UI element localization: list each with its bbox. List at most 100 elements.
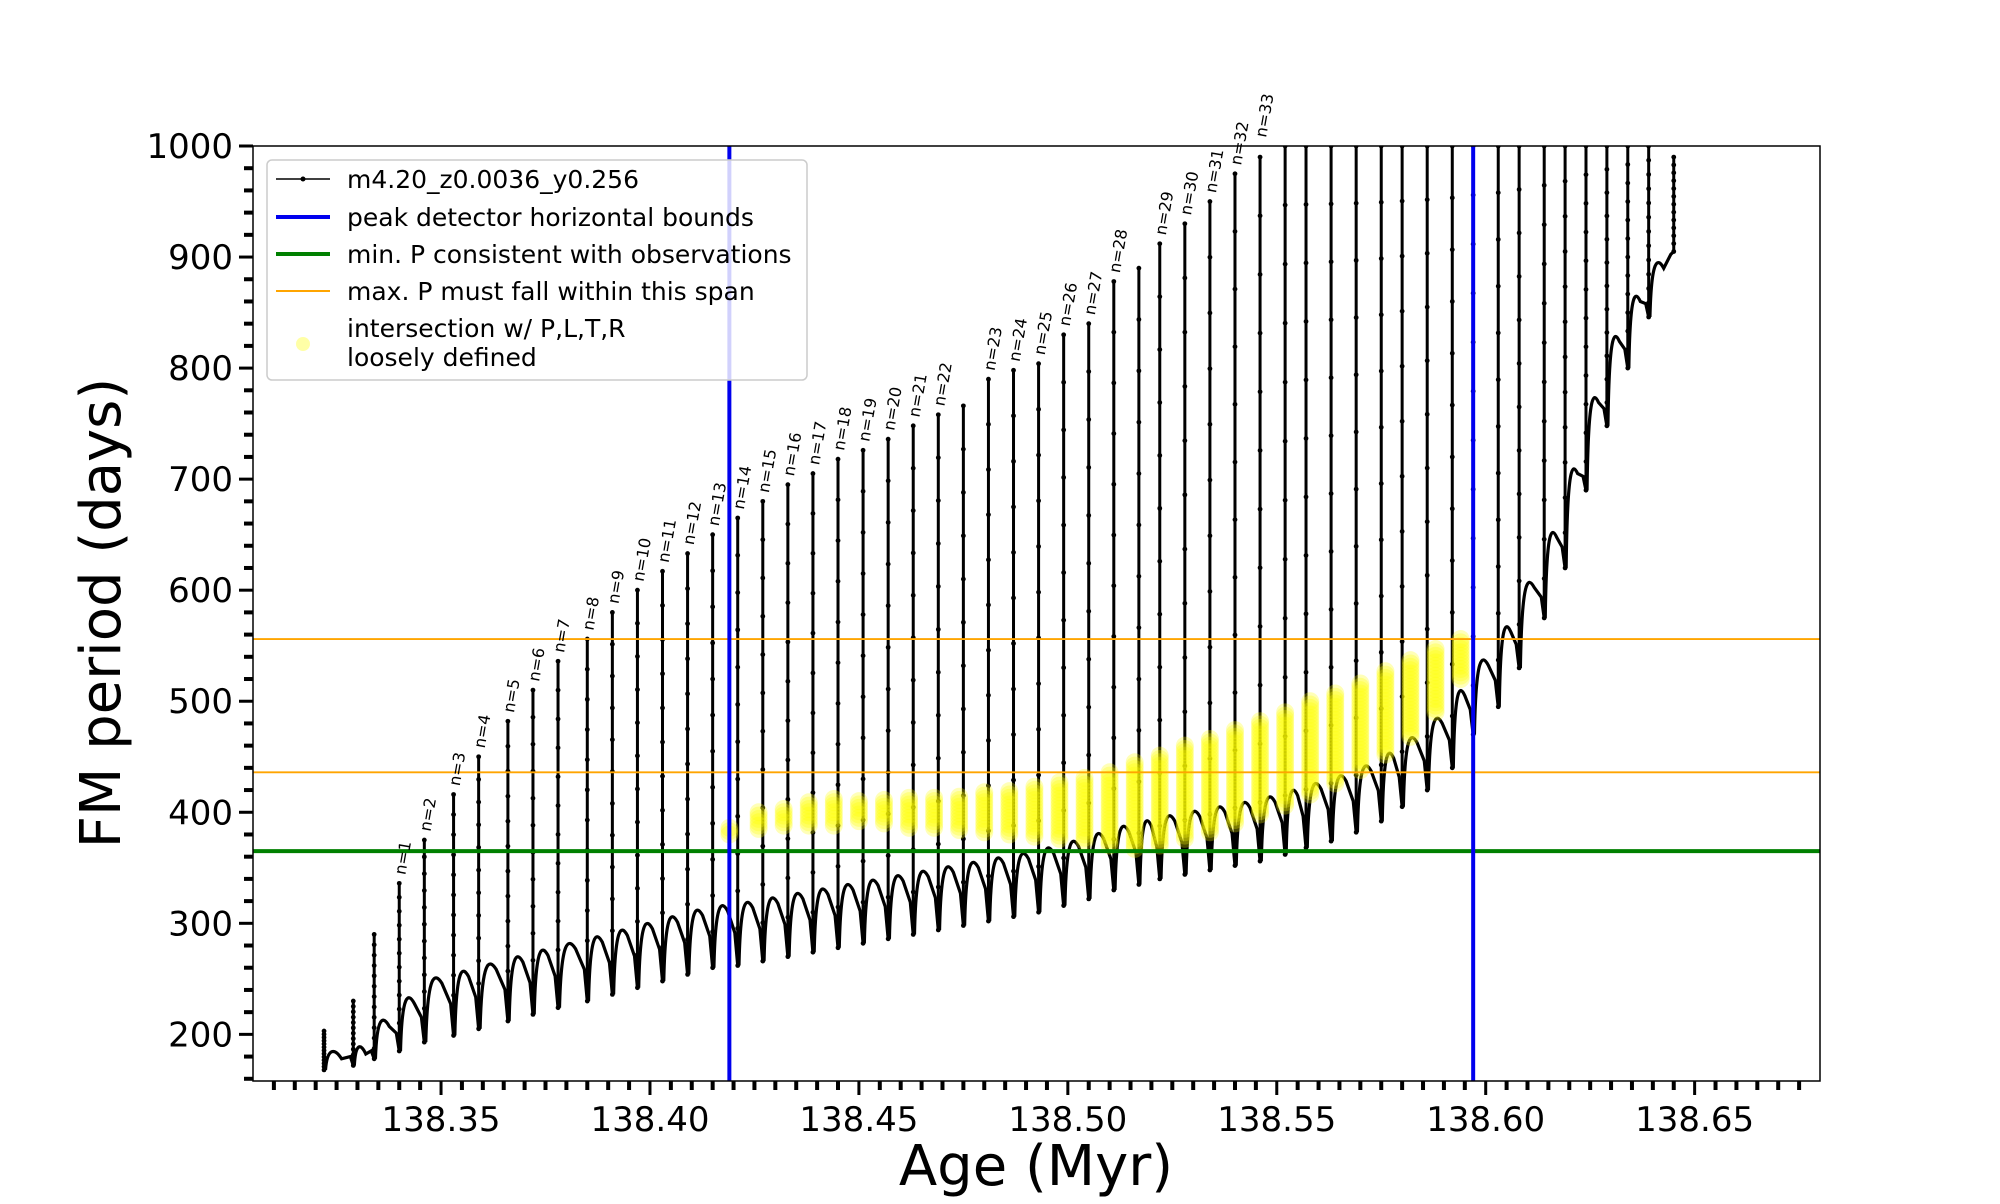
intersection-point (1025, 797, 1044, 816)
pulse-point (1011, 504, 1016, 510)
pulse-point (1207, 700, 1213, 706)
intersection-point (1000, 798, 1019, 817)
intersection-point (1376, 682, 1395, 701)
pulse-point (1086, 704, 1092, 710)
pulse-series-group (321, 146, 1677, 1073)
intersection-point (1376, 725, 1395, 744)
pulse-point (1086, 417, 1092, 422)
pulse-point (935, 669, 941, 675)
intersection-point (1200, 746, 1219, 765)
intersection-point (1276, 753, 1295, 772)
intersection-point (1125, 766, 1144, 785)
pulse-curve (557, 941, 589, 1008)
intersection-point (975, 813, 994, 832)
intersection-point (1401, 651, 1420, 670)
pulse-point (451, 812, 456, 817)
intersection-point (1000, 822, 1019, 841)
pulse-curve (424, 976, 456, 1043)
intersection-point (824, 813, 843, 832)
intersection-point (1075, 812, 1094, 831)
pulse-point (710, 712, 716, 718)
intersection-point (1225, 737, 1244, 756)
pulse-point (785, 875, 791, 881)
intersection-point (1351, 707, 1370, 726)
intersection-point (1351, 711, 1370, 730)
pulse-curve (1606, 334, 1630, 426)
intersection-point (1075, 792, 1094, 811)
pulse-point (1136, 471, 1142, 476)
intersection-point (1276, 769, 1295, 788)
pulse-point (1424, 411, 1430, 417)
pulse-point (555, 832, 561, 837)
intersection-point (749, 806, 768, 825)
intersection-point (1200, 779, 1219, 798)
pulse-point (1625, 310, 1631, 315)
pulse-point (451, 852, 456, 858)
pulse-point (635, 620, 640, 626)
pulse-curve (1113, 824, 1141, 891)
pulse-point (635, 753, 640, 759)
legend-label-model: m4.20_z0.0036_y0.256 (347, 165, 639, 194)
pulse-point (1541, 340, 1547, 346)
pulse-point (986, 467, 991, 472)
intersection-point (1451, 640, 1470, 659)
intersection-point (799, 799, 818, 818)
intersection-point (1225, 794, 1244, 813)
intersection-point (1351, 761, 1370, 780)
y-axis-label: FM period (days) (69, 378, 134, 848)
pulse-point (1541, 497, 1547, 503)
intersection-point (1401, 667, 1420, 686)
intersection-point (900, 792, 919, 811)
pulse-point (935, 755, 941, 761)
intersection-point (1150, 803, 1169, 822)
legend-box (266, 159, 808, 381)
pulse-point (1424, 733, 1430, 739)
pulse-point (810, 511, 816, 516)
intersection-point (1401, 661, 1420, 680)
intersection-point (1200, 776, 1219, 795)
intersection-point (1301, 735, 1320, 754)
intersection-point (1251, 725, 1270, 744)
pulse-point (685, 831, 690, 837)
intersection-point (1025, 824, 1044, 843)
intersection-point (799, 806, 818, 825)
pulse-point (421, 888, 427, 893)
intersection-point (1376, 668, 1395, 687)
intersection-point (1025, 781, 1044, 800)
intersection-point (1351, 737, 1370, 756)
intersection-point (1125, 826, 1144, 845)
pulse-point (1207, 533, 1213, 539)
pulse-point (505, 718, 511, 724)
pulse-point (1562, 213, 1568, 219)
intersection-group (720, 630, 1470, 858)
intersection-point (1426, 683, 1445, 702)
pulse-point (1353, 372, 1359, 378)
pulse-point (1207, 421, 1213, 427)
pulse-point (1671, 186, 1677, 191)
intersection-point (1351, 731, 1370, 750)
pulse-point (555, 918, 561, 924)
pulse-point (1011, 868, 1016, 874)
pulse-point (635, 852, 640, 858)
intersection-point (1251, 788, 1270, 807)
pulse-point (935, 712, 941, 718)
pulse-point (1625, 199, 1631, 204)
pulse-point (735, 888, 741, 894)
intersection-point (1100, 806, 1119, 825)
intersection-point (1150, 783, 1169, 802)
legend-marker-intersection (296, 337, 310, 351)
pulse-point (609, 800, 615, 806)
pulse-point (1232, 747, 1238, 753)
pulse-point (1516, 361, 1522, 366)
pulse-point (1646, 243, 1652, 249)
intersection-point (1276, 733, 1295, 752)
pulse-curve (1543, 530, 1567, 618)
pulse-point (910, 592, 916, 598)
pulse-point (1671, 178, 1677, 184)
pulse-point (371, 932, 377, 937)
pulse-point (1449, 402, 1455, 408)
intersection-point (1251, 738, 1270, 757)
pulse-point (810, 909, 816, 915)
pulse-point (1136, 522, 1142, 528)
pulse-point (1646, 271, 1652, 277)
